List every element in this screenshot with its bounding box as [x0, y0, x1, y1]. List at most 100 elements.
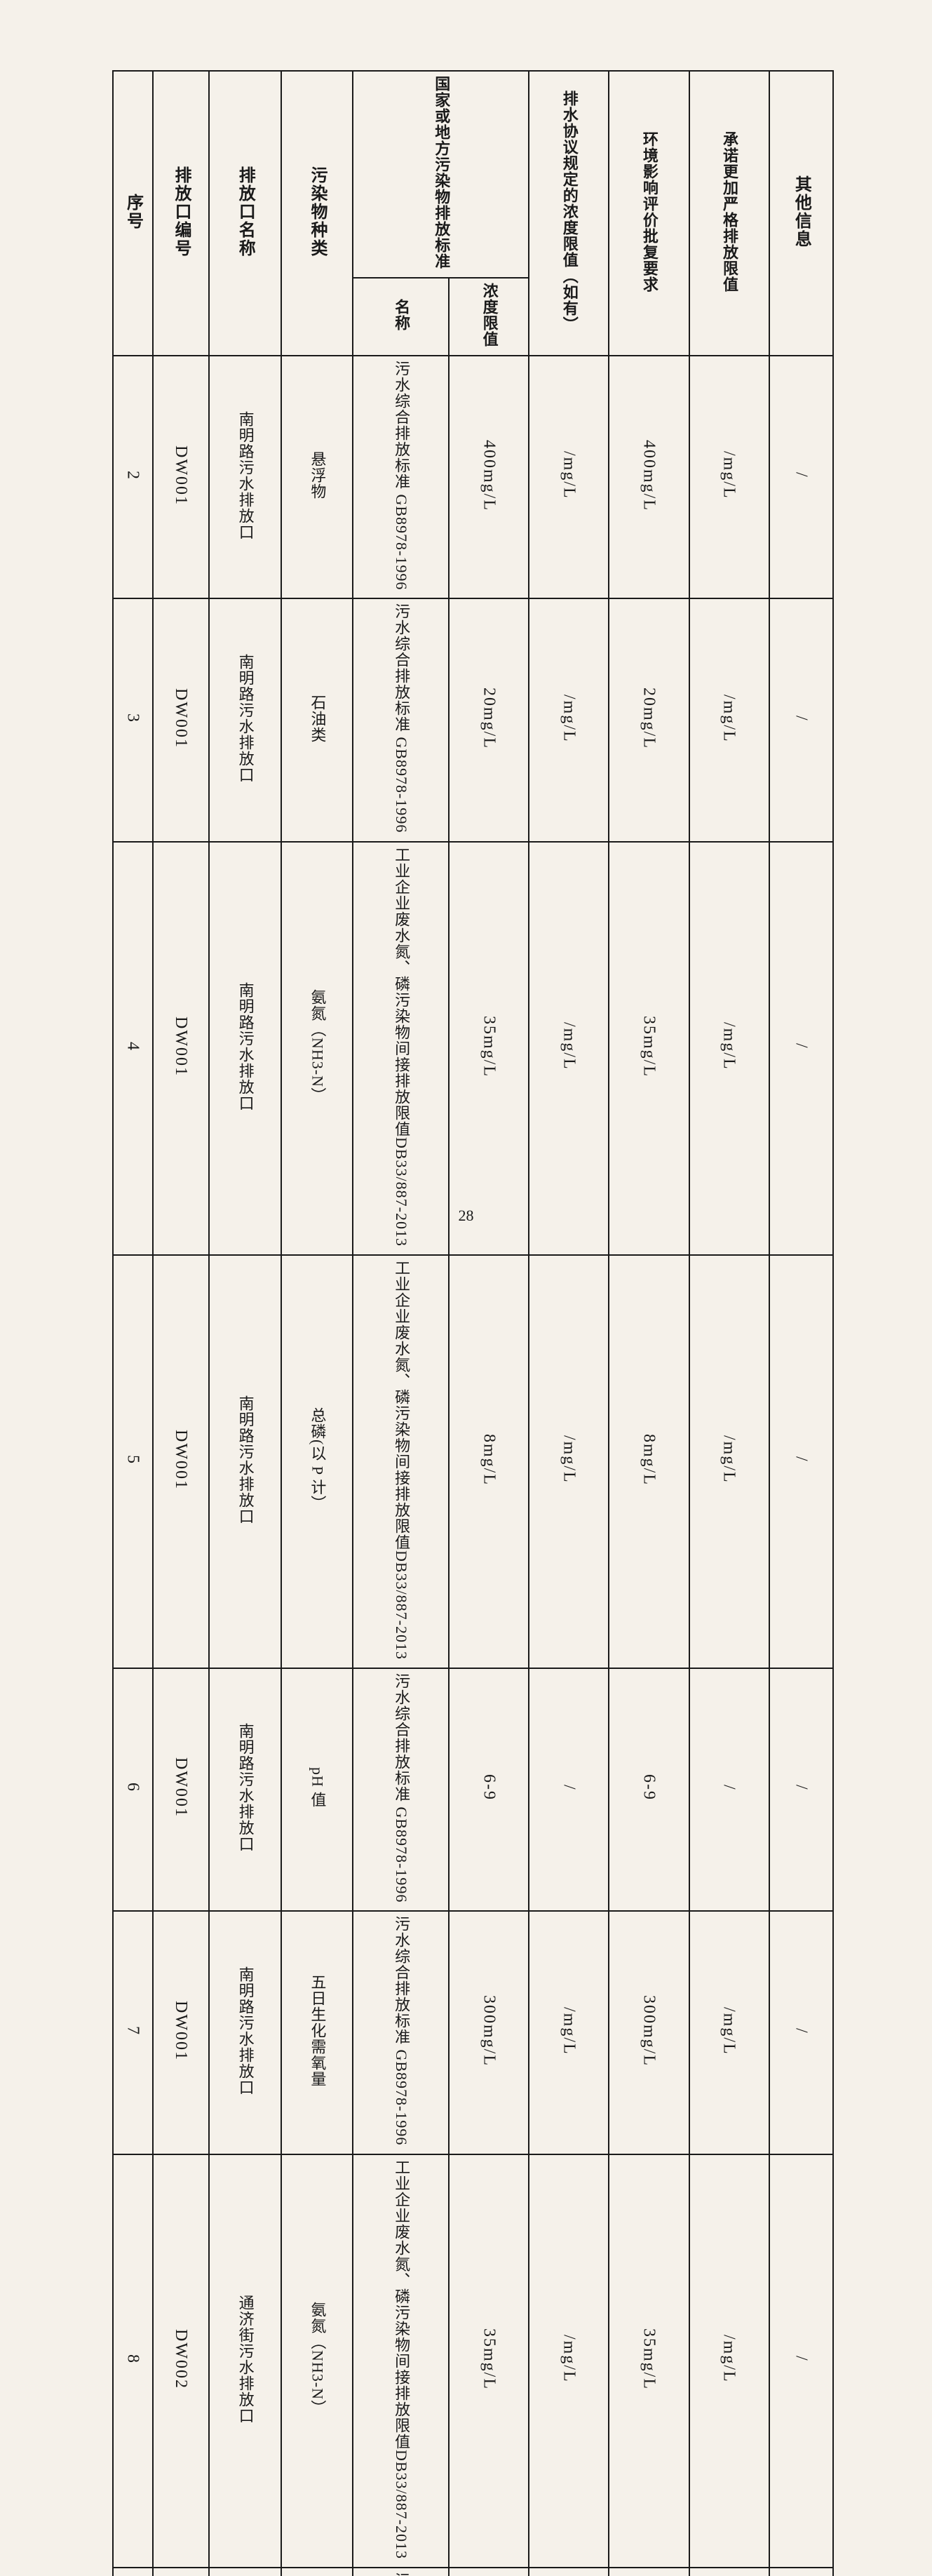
table-cell: 南明路污水排放口	[209, 1911, 281, 2154]
table-body: 2DW001南明路污水排放口悬浮物污水综合排放标准 GB8978-1996400…	[113, 356, 833, 2576]
emissions-table: 序号 排放口编号 排放口名称 污染物种类 国家或地方污染物排放标准 排水协议规定…	[112, 70, 834, 2576]
table-cell: 4	[113, 842, 153, 1255]
table-cell: /	[769, 1255, 833, 1668]
table-cell: 5	[113, 1255, 153, 1668]
table-cell: /mg/L	[529, 1911, 609, 2154]
table-cell: 通济街污水排放口	[209, 2568, 281, 2576]
table-cell: /mg/L	[689, 842, 769, 1255]
table-cell: 8	[113, 2154, 153, 2568]
table-cell: /mg/L	[689, 598, 769, 841]
table-cell: /	[769, 842, 833, 1255]
table-cell: /	[769, 1668, 833, 1911]
table-cell: /mg/L	[529, 842, 609, 1255]
table-cell: 400mg/L	[609, 356, 689, 598]
table-cell: /mg/L	[529, 356, 609, 598]
table-cell: 400mg/L	[449, 356, 529, 598]
table-cell: /	[769, 356, 833, 598]
table-cell: DW001	[153, 356, 209, 598]
table-row: 6DW001南明路污水排放口pH 值污水综合排放标准 GB8978-19966-…	[113, 1668, 833, 1911]
th-outlet: 排放口名称	[209, 71, 281, 356]
table-cell: 南明路污水排放口	[209, 356, 281, 598]
table-header: 序号 排放口编号 排放口名称 污染物种类 国家或地方污染物排放标准 排水协议规定…	[113, 71, 833, 356]
table-cell: DW002	[153, 2568, 209, 2576]
table-cell: /mg/L	[529, 2568, 609, 2576]
th-std-limit: 浓度限值	[449, 278, 529, 356]
table-cell: DW001	[153, 598, 209, 841]
table-cell: 300mg/L	[609, 2568, 689, 2576]
table-cell: /mg/L	[529, 598, 609, 841]
th-std-name: 名称	[353, 278, 449, 356]
table-cell: 污水综合排放标准 GB8978-1996	[353, 1911, 449, 2154]
th-pollutant: 污染物种类	[281, 71, 353, 356]
table-cell: DW001	[153, 1255, 209, 1668]
table-row: 2DW001南明路污水排放口悬浮物污水综合排放标准 GB8978-1996400…	[113, 356, 833, 598]
table-cell: /mg/L	[689, 2154, 769, 2568]
table-cell: 2	[113, 356, 153, 598]
table-cell: 20mg/L	[449, 598, 529, 841]
table-cell: 悬浮物	[281, 356, 353, 598]
th-seq: 序号	[113, 71, 153, 356]
th-eia: 环境影响评价批复要求	[609, 71, 689, 356]
table-cell: DW001	[153, 842, 209, 1255]
table-cell: 8mg/L	[609, 1255, 689, 1668]
table-cell: 8mg/L	[449, 1255, 529, 1668]
th-std-group: 国家或地方污染物排放标准	[353, 71, 529, 278]
table-cell: 20mg/L	[609, 598, 689, 841]
table-cell: /mg/L	[529, 2154, 609, 2568]
table-cell: 石油类	[281, 598, 353, 841]
table-cell: /	[769, 2568, 833, 2576]
document-page: 序号 排放口编号 排放口名称 污染物种类 国家或地方污染物排放标准 排水协议规定…	[0, 0, 932, 1288]
th-agreement: 排水协议规定的浓度限值（如有）	[529, 71, 609, 356]
table-cell: 通济街污水排放口	[209, 2154, 281, 2568]
table-cell: 污水综合排放标准 GB8978-1996	[353, 1668, 449, 1911]
table-cell: 3	[113, 598, 153, 841]
table-row: 5DW001南明路污水排放口总磷(以 P 计）工业企业废水氮、磷污染物间接排放限…	[113, 1255, 833, 1668]
table-cell: 35mg/L	[609, 2154, 689, 2568]
table-cell: /	[769, 598, 833, 841]
table-cell: /	[769, 1911, 833, 2154]
table-cell: /mg/L	[689, 1911, 769, 2154]
table-cell: /	[769, 2154, 833, 2568]
table-cell: 南明路污水排放口	[209, 1255, 281, 1668]
table-cell: 35mg/L	[449, 2154, 529, 2568]
table-cell: /	[529, 1668, 609, 1911]
table-cell: 工业企业废水氮、磷污染物间接排放限值DB33/887-2013	[353, 2154, 449, 2568]
table-cell: /	[689, 1668, 769, 1911]
page-number: 28	[459, 1207, 474, 1225]
table-cell: 南明路污水排放口	[209, 842, 281, 1255]
table-cell: 35mg/L	[449, 842, 529, 1255]
th-promise: 承诺更加严格排放限值	[689, 71, 769, 356]
table-cell: 污水综合排放标准 GB8978-1996	[353, 2568, 449, 2576]
table-cell: 300mg/L	[449, 2568, 529, 2576]
table-cell: 300mg/L	[609, 1911, 689, 2154]
table-cell: /mg/L	[689, 356, 769, 598]
th-code: 排放口编号	[153, 71, 209, 356]
table-cell: 南明路污水排放口	[209, 598, 281, 841]
table-cell: /mg/L	[689, 2568, 769, 2576]
table-cell: 氨氮（NH3-N）	[281, 2154, 353, 2568]
table-cell: 污水综合排放标准 GB8978-1996	[353, 356, 449, 598]
table-cell: 氨氮（NH3-N）	[281, 842, 353, 1255]
table-cell: DW001	[153, 1668, 209, 1911]
table-cell: 总磷(以 P 计）	[281, 1255, 353, 1668]
table-cell: DW001	[153, 1911, 209, 2154]
table-cell: 五日生化需氧量	[281, 1911, 353, 2154]
table-cell: 五日生化需氧量	[281, 2568, 353, 2576]
table-cell: 工业企业废水氮、磷污染物间接排放限值DB33/887-2013	[353, 1255, 449, 1668]
table-cell: /mg/L	[529, 1255, 609, 1668]
table-row: 4DW001南明路污水排放口氨氮（NH3-N）工业企业废水氮、磷污染物间接排放限…	[113, 842, 833, 1255]
table-cell: 南明路污水排放口	[209, 1668, 281, 1911]
table-cell: 工业企业废水氮、磷污染物间接排放限值DB33/887-2013	[353, 842, 449, 1255]
table-cell: 7	[113, 1911, 153, 2154]
table-cell: 300mg/L	[449, 1911, 529, 2154]
table-cell: 污水综合排放标准 GB8978-1996	[353, 598, 449, 841]
table-row: 9DW002通济街污水排放口五日生化需氧量污水综合排放标准 GB8978-199…	[113, 2568, 833, 2576]
table-row: 7DW001南明路污水排放口五日生化需氧量污水综合排放标准 GB8978-199…	[113, 1911, 833, 2154]
th-other: 其他信息	[769, 71, 833, 356]
table-cell: DW002	[153, 2154, 209, 2568]
table-row: 8DW002通济街污水排放口氨氮（NH3-N）工业企业废水氮、磷污染物间接排放限…	[113, 2154, 833, 2568]
table-cell: 9	[113, 2568, 153, 2576]
table-cell: 6	[113, 1668, 153, 1911]
table-cell: 35mg/L	[609, 842, 689, 1255]
table-cell: /mg/L	[689, 1255, 769, 1668]
